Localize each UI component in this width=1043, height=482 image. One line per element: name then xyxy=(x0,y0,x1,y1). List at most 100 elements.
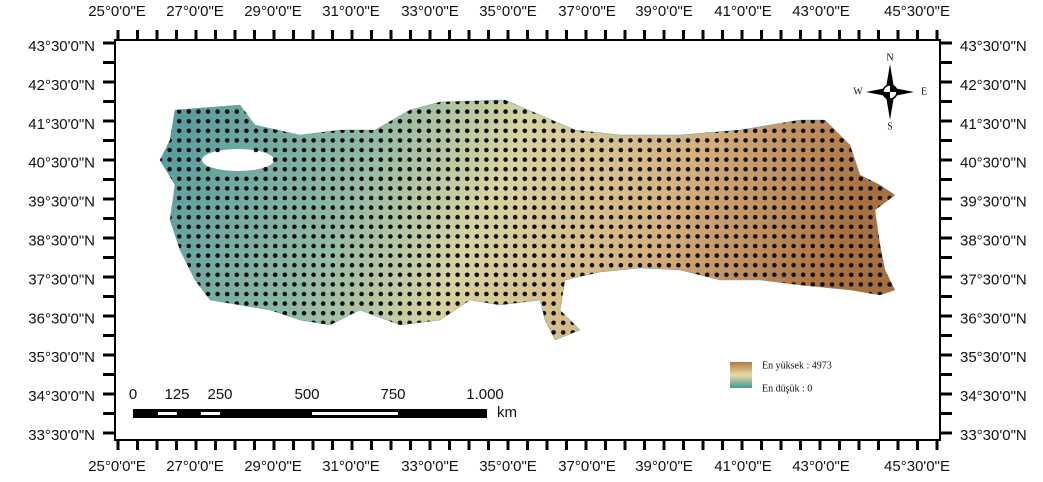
latitude-label: 38°30'0"N xyxy=(28,232,95,249)
grid-point xyxy=(398,301,403,306)
grid-point xyxy=(206,273,211,278)
grid-point xyxy=(263,273,268,278)
grid-point xyxy=(475,177,480,182)
grid-point xyxy=(225,119,230,124)
grid-point xyxy=(475,196,480,201)
grid-point xyxy=(619,157,624,162)
grid-point xyxy=(590,225,595,230)
grid-point xyxy=(244,196,249,201)
latitude-label: 38°30'0"N xyxy=(960,232,1027,249)
grid-point xyxy=(436,157,441,162)
grid-point xyxy=(359,273,364,278)
grid-point xyxy=(542,205,547,210)
grid-point xyxy=(475,292,480,297)
grid-point xyxy=(292,225,297,230)
grid-point xyxy=(580,225,585,230)
grid-point xyxy=(379,177,384,182)
grid-point xyxy=(350,177,355,182)
grid-point xyxy=(715,157,720,162)
latitude-label: 43°30'0"N xyxy=(28,38,95,55)
grid-point xyxy=(215,109,220,114)
grid-point xyxy=(254,186,259,191)
grid-point xyxy=(292,282,297,287)
grid-point xyxy=(436,263,441,268)
scale-label: 1.000 xyxy=(466,386,504,403)
grid-point xyxy=(513,129,518,134)
grid-point xyxy=(647,263,652,268)
grid-point xyxy=(455,292,460,297)
grid-point xyxy=(695,167,700,172)
grid-point xyxy=(321,282,326,287)
grid-point xyxy=(503,148,508,153)
grid-point xyxy=(580,157,585,162)
grid-point xyxy=(446,129,451,134)
latitude-label: 41°30'0"N xyxy=(28,116,95,133)
grid-point xyxy=(235,205,240,210)
grid-point xyxy=(302,167,307,172)
grid-point xyxy=(427,244,432,249)
grid-point xyxy=(830,273,835,278)
grid-point xyxy=(695,234,700,239)
grid-point xyxy=(398,205,403,210)
grid-point xyxy=(868,234,873,239)
grid-point xyxy=(273,263,278,268)
grid-point xyxy=(311,253,316,258)
grid-point xyxy=(743,157,748,162)
grid-point xyxy=(369,157,374,162)
grid-point xyxy=(868,263,873,268)
grid-point xyxy=(331,225,336,230)
grid-point xyxy=(801,138,806,143)
grid-point xyxy=(705,157,710,162)
grid-point xyxy=(667,263,672,268)
grid-point xyxy=(571,148,576,153)
grid-point xyxy=(484,244,489,249)
grid-point xyxy=(715,244,720,249)
grid-point xyxy=(772,157,777,162)
grid-point xyxy=(657,157,662,162)
grid-point xyxy=(302,244,307,249)
grid-point xyxy=(542,244,547,249)
grid-point xyxy=(743,167,748,172)
grid-point xyxy=(350,215,355,220)
grid-point xyxy=(695,215,700,220)
grid-point xyxy=(676,138,681,143)
grid-point xyxy=(273,225,278,230)
grid-point xyxy=(398,263,403,268)
grid-point xyxy=(388,282,393,287)
grid-point xyxy=(609,138,614,143)
grid-point xyxy=(206,234,211,239)
grid-point xyxy=(830,215,835,220)
scale-label: 500 xyxy=(294,386,319,403)
grid-point xyxy=(715,215,720,220)
grid-point xyxy=(715,234,720,239)
grid-point xyxy=(235,129,240,134)
grid-point xyxy=(820,167,825,172)
grid-point xyxy=(791,225,796,230)
grid-point xyxy=(753,273,758,278)
grid-point xyxy=(321,311,326,316)
grid-point xyxy=(503,225,508,230)
grid-point xyxy=(436,196,441,201)
grid-point xyxy=(734,196,739,201)
grid-point xyxy=(715,177,720,182)
grid-point xyxy=(820,177,825,182)
grid-point xyxy=(849,234,854,239)
latitude-label: 41°30'0"N xyxy=(960,116,1027,133)
grid-point xyxy=(551,157,556,162)
grid-point xyxy=(379,167,384,172)
grid-point xyxy=(820,225,825,230)
grid-point xyxy=(513,167,518,172)
grid-point xyxy=(887,282,892,287)
grid-point xyxy=(187,196,192,201)
grid-point xyxy=(273,301,278,306)
grid-point xyxy=(215,292,220,297)
grid-point xyxy=(571,244,576,249)
grid-point xyxy=(436,177,441,182)
grid-point xyxy=(695,157,700,162)
grid-point xyxy=(283,253,288,258)
grid-point xyxy=(839,148,844,153)
grid-point xyxy=(791,234,796,239)
grid-point xyxy=(475,167,480,172)
grid-point xyxy=(839,196,844,201)
grid-point xyxy=(811,138,816,143)
